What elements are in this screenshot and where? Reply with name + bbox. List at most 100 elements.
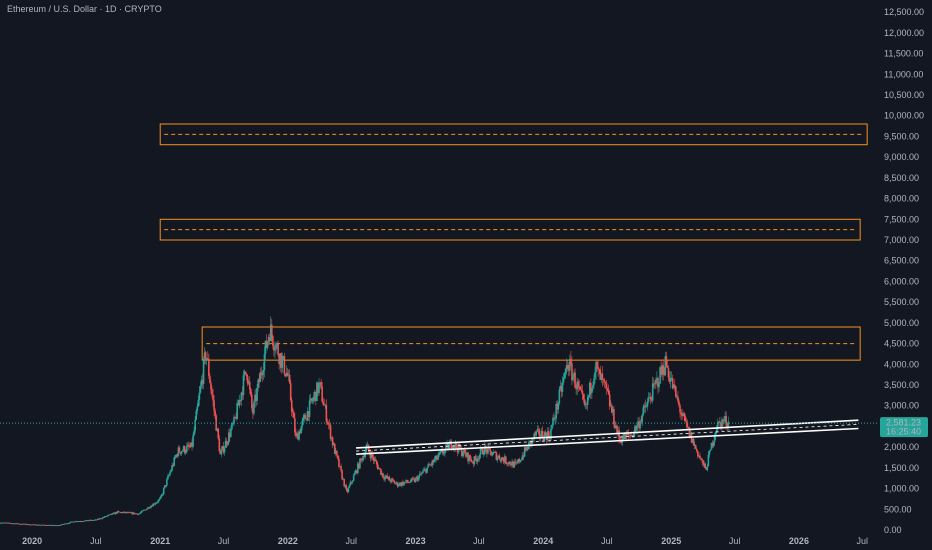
channel-upper-line[interactable] [356,419,859,449]
candle-body [319,382,321,383]
candle-body [36,524,39,526]
candle-body [9,523,12,524]
candle-body [89,519,92,521]
candle-body [552,417,554,426]
candle-body [265,340,268,348]
candle-body [6,522,9,524]
candle-body [624,433,627,440]
candle-body [3,522,5,524]
candle-body [291,411,294,413]
candle-body [201,379,204,384]
candle-body [511,461,513,466]
candle-body [205,358,208,361]
candle-body [339,466,341,467]
candle-body [505,456,507,464]
candle-body [681,414,683,416]
candle-body [87,520,89,522]
candle-body [682,413,684,416]
candle-body [85,520,87,521]
candle-body [432,460,435,463]
candle-body [658,383,660,388]
candle-body [721,419,723,429]
x-tick-label: 2026 [789,536,809,546]
candle-body [289,382,292,401]
candle-body [97,518,100,520]
channel-lower-line[interactable] [356,427,859,455]
resistance-zone[interactable] [201,326,861,361]
resistance-zone[interactable] [159,218,861,241]
candle-body [443,453,445,455]
candle-body [647,397,650,402]
candle-body [28,524,31,525]
candle-body [705,468,708,470]
candle-body [677,396,679,401]
candle-body [411,478,414,480]
candle-body [569,358,571,371]
candle-body [269,324,272,341]
candle-body [308,400,311,418]
candle-body [679,405,681,413]
candle-body [170,470,172,473]
candle-body [267,337,270,342]
candle-body [382,473,384,478]
candle-body [194,419,196,431]
candle-body [60,524,62,526]
candle-body [510,464,512,466]
candle-body [166,479,168,486]
candle-body [523,447,526,457]
candle-body [145,509,147,511]
candle-body [666,366,669,369]
candle-body [203,352,206,359]
candle-body [187,444,189,447]
candle-body [631,435,634,437]
candle-body [299,431,301,434]
candle-body [224,440,227,448]
candle-body [73,521,76,523]
candle-body [253,401,255,414]
candle-body [371,453,374,458]
candle-body [455,443,458,449]
candle-body [318,382,320,394]
candle-body [637,421,639,426]
candle-body [563,373,566,378]
candle-body [656,378,658,380]
candle-body [698,455,700,457]
candle-body [655,379,657,384]
candle-body [486,448,488,454]
candle-body [262,370,265,375]
candle-body [18,523,20,525]
candle-body [285,372,288,377]
candle-body [573,372,575,377]
candle-body [372,457,375,461]
candle-body [414,478,417,482]
candle-body [697,451,699,457]
candle-body [607,390,610,395]
candle-body [212,394,214,401]
candle-body [82,521,84,523]
candle-body [445,444,447,450]
candle-body [393,481,396,484]
candle-body [160,494,163,497]
candle-body [72,521,75,523]
y-tick-label: 9,500.00 [884,131,919,141]
candle-body [584,404,587,405]
candle-body [494,452,497,453]
candle-body [667,368,670,378]
resistance-zone[interactable] [159,123,868,146]
candle-body [442,450,444,454]
candle-body [643,405,646,408]
candle-body [439,450,442,453]
candle-body [477,458,480,460]
candle-body [177,447,180,456]
y-tick-label: 9,000.00 [884,152,919,162]
candle-body [447,443,449,450]
candle-body [329,425,332,439]
candle-body [536,429,539,432]
candle-body [606,388,609,391]
candle-body [298,431,300,440]
candle-body [156,502,159,503]
candle-body [114,512,117,515]
candle-body [231,423,233,430]
candle-body [168,474,170,476]
